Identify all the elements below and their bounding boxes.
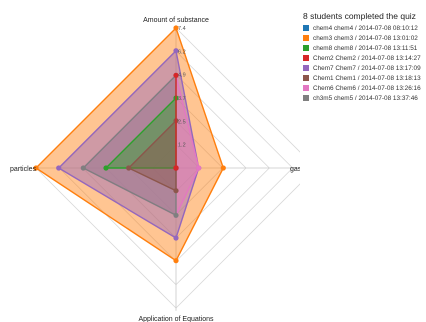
- axis-label: Application of Equations: [138, 316, 214, 322]
- legend-swatch: [303, 85, 309, 91]
- legend-title: 8 students completed the quiz: [303, 11, 416, 21]
- legend-item[interactable]: ch3m5 chem5 / 2014-07-08 13:37:46: [303, 93, 426, 103]
- legend-label: chem4 chem4 / 2014-07-08 08:10:12: [313, 24, 418, 32]
- legend-item[interactable]: Chem7 Chem7 / 2014-07-08 13:17:09: [303, 63, 426, 73]
- legend-item[interactable]: chem3 chem3 / 2014-07-08 13:01:02: [303, 33, 426, 43]
- legend-label: ch3m5 chem5 / 2014-07-08 13:37:46: [313, 94, 418, 102]
- data-point[interactable]: [126, 165, 132, 171]
- data-point[interactable]: [103, 165, 109, 171]
- tick-label: 6.2: [178, 49, 186, 55]
- legend-label: chem8 chem8 / 2014-07-08 13:11:51: [313, 44, 418, 52]
- tick-label: 2.5: [178, 119, 186, 125]
- tick-label: 1.2: [178, 143, 186, 149]
- legend-items: chem4 chem4 / 2014-07-08 08:10:12 chem3 c…: [303, 23, 426, 103]
- data-point[interactable]: [196, 165, 202, 171]
- legend-item[interactable]: Chem2 Chem2 / 2014-07-08 13:14:27: [303, 53, 426, 63]
- data-point[interactable]: [173, 235, 179, 241]
- legend-item[interactable]: chem8 chem8 / 2014-07-08 13:11:51: [303, 43, 426, 53]
- legend-swatch: [303, 35, 309, 41]
- legend-swatch: [303, 45, 309, 51]
- tick-label: 7.4: [178, 26, 186, 32]
- legend: 8 students completed the quiz chem4 chem…: [303, 11, 426, 103]
- data-point[interactable]: [56, 165, 62, 171]
- data-point[interactable]: [173, 258, 179, 264]
- data-point[interactable]: [173, 188, 179, 194]
- data-point[interactable]: [173, 212, 179, 218]
- radial-tick-labels: 7.4 6.2 4.9 3.7 2.5 1.2: [178, 26, 186, 149]
- data-point[interactable]: [173, 72, 179, 78]
- legend-item[interactable]: Chem6 Chem6 / 2014-07-08 13:26:16: [303, 83, 426, 93]
- tick-label: 4.9: [178, 73, 186, 79]
- legend-label: Chem2 Chem2 / 2014-07-08 13:14:27: [313, 54, 421, 62]
- legend-swatch: [303, 65, 309, 71]
- legend-swatch: [303, 55, 309, 61]
- legend-item[interactable]: Chem1 Chem1 / 2014-07-08 13:18:13: [303, 73, 426, 83]
- data-point[interactable]: [173, 165, 179, 171]
- legend-item[interactable]: chem4 chem4 / 2014-07-08 08:10:12: [303, 23, 426, 33]
- axis-label: gas volume calculations: [290, 166, 300, 173]
- data-point[interactable]: [33, 165, 39, 171]
- tick-label: 3.7: [178, 96, 186, 102]
- axis-labels: Amount of substance gas volume calculatio…: [10, 17, 300, 322]
- data-point[interactable]: [220, 165, 226, 171]
- legend-label: Chem7 Chem7 / 2014-07-08 13:17:09: [313, 64, 421, 72]
- legend-label: chem3 chem3 / 2014-07-08 13:01:02: [313, 34, 418, 42]
- radar-chart: 7.4 6.2 4.9 3.7 2.5 1.2 Amount of substance ga…: [10, 17, 300, 322]
- data-point[interactable]: [173, 25, 179, 31]
- legend-swatch: [303, 25, 309, 31]
- legend-label: Chem1 Chem1 / 2014-07-08 13:18:13: [313, 74, 421, 82]
- data-point[interactable]: [80, 165, 86, 171]
- axis-label: particles: [10, 166, 37, 173]
- axis-label: Amount of substance: [143, 17, 209, 24]
- radar-series: [33, 25, 226, 264]
- legend-label: Chem6 Chem6 / 2014-07-08 13:26:16: [313, 84, 421, 92]
- legend-swatch: [303, 75, 309, 81]
- data-point[interactable]: [173, 48, 179, 54]
- legend-swatch: [303, 95, 309, 101]
